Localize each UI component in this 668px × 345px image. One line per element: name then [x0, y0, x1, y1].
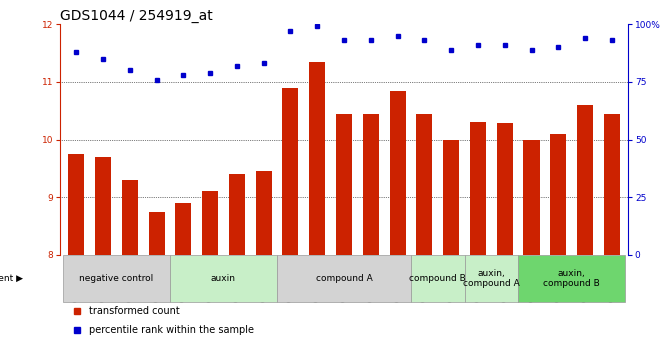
Bar	[256, 171, 272, 255]
Bar	[363, 114, 379, 255]
Bar	[336, 114, 352, 255]
Bar	[497, 124, 513, 255]
Bar	[283, 88, 299, 255]
Bar	[416, 114, 432, 255]
Bar	[148, 212, 164, 255]
Text: transformed count: transformed count	[88, 306, 179, 316]
Bar	[122, 180, 138, 255]
Text: auxin,
compound A: auxin, compound A	[463, 269, 520, 288]
Bar	[68, 154, 84, 255]
Bar	[389, 90, 405, 255]
Bar	[550, 134, 566, 255]
Text: negative control: negative control	[79, 274, 154, 283]
Bar	[309, 62, 325, 255]
Bar	[577, 105, 593, 255]
Text: agent ▶: agent ▶	[0, 274, 23, 283]
Text: percentile rank within the sample: percentile rank within the sample	[88, 325, 254, 335]
Bar	[443, 140, 459, 255]
Bar	[524, 140, 540, 255]
Bar	[229, 174, 245, 255]
Text: GDS1044 / 254919_at: GDS1044 / 254919_at	[60, 9, 213, 23]
Text: auxin,
compound B: auxin, compound B	[543, 269, 600, 288]
Bar	[464, 255, 518, 302]
Text: auxin: auxin	[211, 274, 236, 283]
Text: compound B: compound B	[409, 274, 466, 283]
Bar	[277, 255, 411, 302]
Bar	[604, 114, 620, 255]
Bar	[518, 255, 625, 302]
Bar	[411, 255, 464, 302]
Bar	[175, 203, 191, 255]
Bar	[63, 255, 170, 302]
Bar	[202, 191, 218, 255]
Bar	[170, 255, 277, 302]
Bar	[95, 157, 111, 255]
Text: compound A: compound A	[316, 274, 372, 283]
Bar	[470, 122, 486, 255]
